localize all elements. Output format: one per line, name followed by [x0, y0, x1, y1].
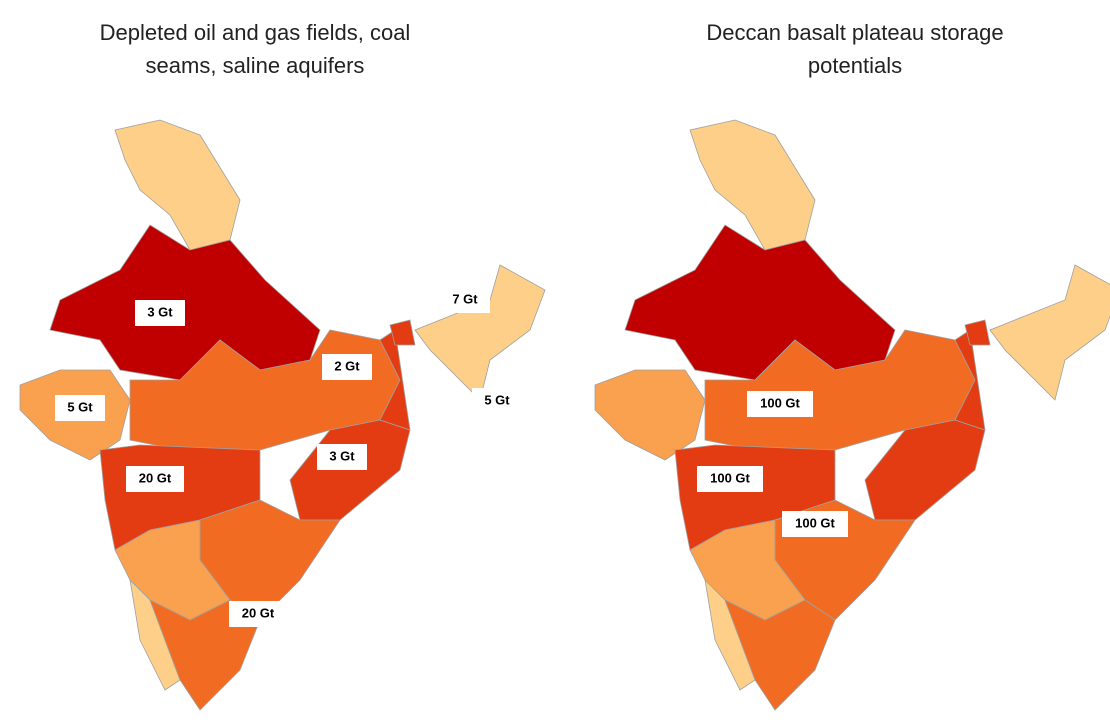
label-box [440, 287, 490, 313]
label-box [135, 300, 185, 326]
label-box [472, 388, 522, 414]
region [594, 369, 706, 461]
storage-label: 2 Gt [334, 358, 360, 373]
region [724, 599, 836, 711]
label-box [697, 466, 763, 492]
region [689, 119, 816, 251]
storage-label: 5 Gt [67, 399, 93, 414]
label-box [317, 444, 367, 470]
map-title: Deccan basalt plateau storage [706, 20, 1003, 45]
map-title: Depleted oil and gas fields, coal [100, 20, 411, 45]
region [149, 599, 261, 711]
region [624, 224, 896, 381]
region [414, 264, 546, 401]
region [129, 578, 181, 691]
storage-label: 3 Gt [329, 448, 355, 463]
map-left: Depleted oil and gas fields, coal seams, … [19, 20, 546, 711]
region [389, 319, 416, 346]
storage-label: 20 Gt [139, 470, 172, 485]
label-box [55, 395, 105, 421]
storage-label: 5 Gt [484, 392, 510, 407]
label-box [229, 601, 287, 627]
storage-label: 3 Gt [147, 304, 173, 319]
storage-label: 20 Gt [242, 605, 275, 620]
label-box [782, 511, 848, 537]
label-box [747, 391, 813, 417]
map-right: Deccan basalt plateau storage potentials 1… [594, 20, 1110, 711]
region [114, 119, 241, 251]
storage-label: 100 Gt [760, 395, 800, 410]
region [989, 264, 1110, 401]
region [964, 319, 991, 346]
map-title: potentials [808, 53, 902, 78]
storage-label: 7 Gt [452, 291, 478, 306]
storage-label: 100 Gt [795, 515, 835, 530]
label-box [322, 354, 372, 380]
storage-label: 100 Gt [710, 470, 750, 485]
label-box [126, 466, 184, 492]
region [704, 578, 756, 691]
map-title: seams, saline aquifers [146, 53, 365, 78]
